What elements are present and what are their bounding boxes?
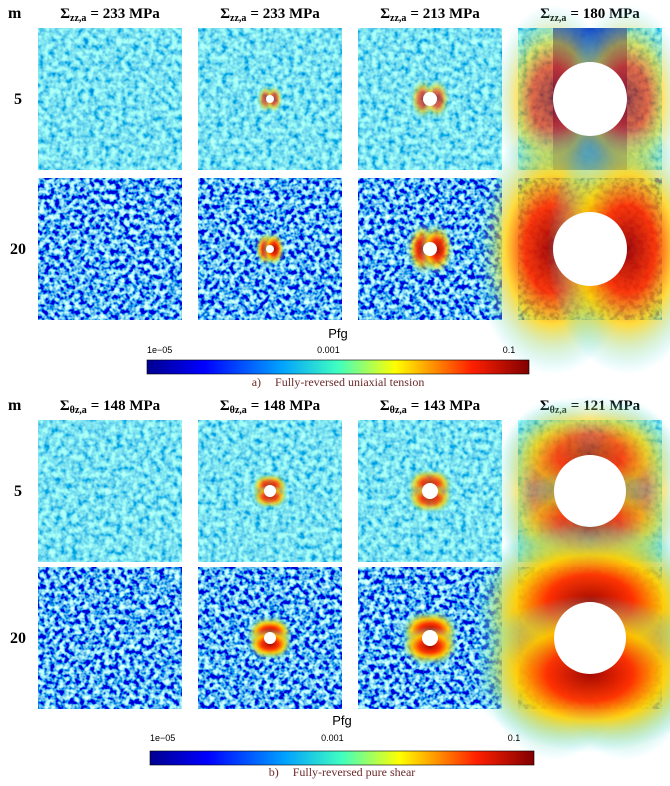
caption: a) Fully-reversed uniaxial tension [252, 375, 425, 389]
hole [264, 632, 276, 644]
colorbar-tick-label: 1e−05 [147, 345, 172, 355]
symbol: Σ [380, 398, 390, 414]
panel-noise [38, 567, 182, 709]
subscript: zz,a [70, 13, 86, 24]
column-header: Σθz,a = 143 MPa [380, 398, 481, 416]
colorbar-tick-label: 0.1 [503, 345, 516, 355]
caption-text: Fully-reversed uniaxial tension [275, 375, 424, 389]
symbol: Σ [60, 6, 70, 22]
heatmap-panel [472, 123, 670, 375]
symbol: Σ [380, 6, 390, 22]
hole [554, 602, 626, 674]
subscript: θz,a [390, 405, 407, 416]
heatmap-panel [358, 420, 502, 562]
heatmap-panel [38, 420, 182, 562]
subscript: zz,a [390, 13, 406, 24]
column-header: Σθz,a = 148 MPa [60, 398, 161, 416]
subscript: θz,a [70, 405, 87, 416]
hole [553, 62, 627, 136]
colorbar [146, 359, 530, 375]
symbol: Σ [60, 398, 70, 414]
heatmap-panel [467, 515, 670, 761]
panel-noise [38, 420, 182, 562]
caption-text: Fully-reversed pure shear [293, 765, 416, 779]
row-label: 5 [14, 483, 22, 500]
heatmap-panel [38, 178, 182, 320]
panel-noise [38, 178, 182, 320]
hole [264, 485, 276, 497]
hole [266, 245, 274, 253]
colorbar-title: Pfg [332, 713, 352, 728]
equals: = 148 MPa [91, 398, 161, 414]
heatmap-panel [198, 567, 342, 709]
heatmap-panel [198, 178, 342, 320]
figure-section: m Σθz,a = 148 MPa Σθz,a = 148 MPa Σθz,a = 143 … [8, 395, 670, 779]
column-header: Σzz,a = 233 MPa [60, 6, 160, 24]
hole [553, 212, 627, 286]
colorbar-tick-label: 0.001 [321, 733, 344, 743]
equals: = 213 MPa [410, 6, 480, 22]
subscript: zz,a [230, 13, 246, 24]
hole [266, 95, 274, 103]
column-header: Σzz,a = 233 MPa [220, 6, 320, 24]
caption-label: b) [269, 765, 279, 779]
row-header: m [8, 5, 22, 22]
hole [422, 483, 438, 499]
caption: b) Fully-reversed pure shear [269, 765, 416, 779]
symbol: Σ [220, 6, 230, 22]
colorbar [149, 750, 535, 766]
subscript: θz,a [230, 405, 247, 416]
heatmap-panel [38, 28, 182, 170]
colorbar-title: Pfg [328, 326, 348, 341]
hole [423, 92, 437, 106]
symbol: Σ [220, 398, 230, 414]
row-label: 20 [10, 241, 26, 258]
heatmap-panel [198, 28, 342, 170]
column-header: Σθz,a = 148 MPa [220, 398, 321, 416]
row-header: m [8, 397, 22, 414]
caption-label: a) [252, 375, 261, 389]
figure-section: m Σzz,a = 233 MPa Σzz,a = 233 MPa Σzz,a = 213 … [8, 4, 670, 389]
heatmap-panel [358, 28, 502, 170]
heatmap-panel [198, 420, 342, 562]
equals: = 233 MPa [90, 6, 160, 22]
hole [422, 630, 438, 646]
equals: = 148 MPa [251, 398, 321, 414]
colorbar-tick-label: 1e−05 [150, 733, 175, 743]
panel-noise [38, 28, 182, 170]
equals: = 143 MPa [411, 398, 481, 414]
row-label: 5 [14, 91, 22, 108]
hole [423, 242, 437, 256]
hole [554, 455, 626, 527]
equals: = 233 MPa [250, 6, 320, 22]
heatmap-panel [38, 567, 182, 709]
colorbar-tick-label: 0.001 [317, 345, 340, 355]
row-label: 20 [10, 630, 26, 647]
column-header: Σzz,a = 213 MPa [380, 6, 480, 24]
colorbar-tick-label: 0.1 [508, 733, 521, 743]
